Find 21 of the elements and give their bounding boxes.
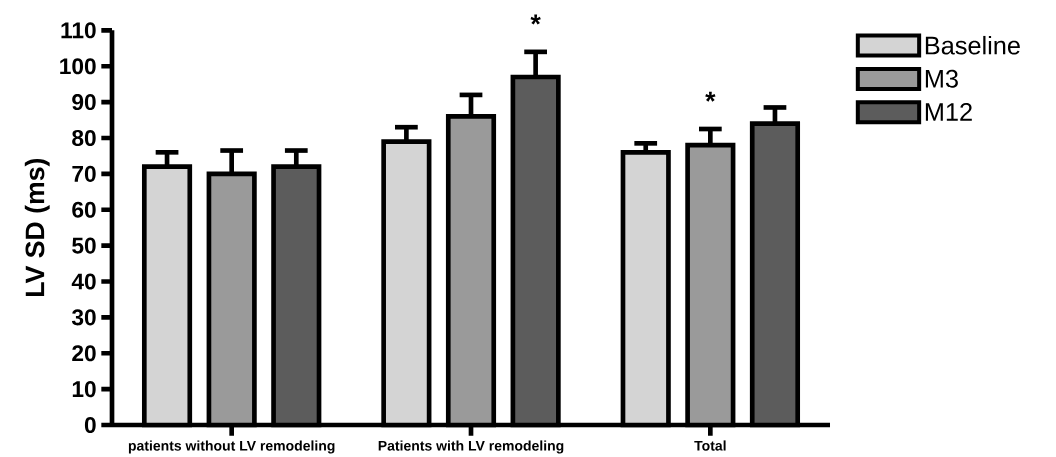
legend-label: M3 (925, 69, 958, 88)
x-tick-label: Patients with LV remodeling (378, 440, 564, 454)
y-tick-label: 10 (72, 381, 96, 398)
x-tick-label: patients without LV remodeling (128, 440, 335, 454)
y-tick-label: 0 (84, 416, 96, 434)
y-tick-label: 90 (72, 94, 96, 111)
y-tick-label: 100 (60, 58, 96, 75)
y-tick-label: 110 (61, 22, 96, 39)
text: * (530, 14, 541, 25)
annotation: * (705, 91, 716, 102)
y-axis-title: LV SD (ms) (24, 158, 50, 297)
legend-label: Baseline (925, 35, 1020, 55)
y-tick-label: 80 (72, 129, 96, 146)
y-tick-label: 30 (71, 309, 96, 326)
legend-label: M12 (925, 102, 972, 121)
y-tick-label: 50 (72, 237, 96, 254)
y-tick-label: 40 (71, 273, 96, 290)
y-tick-label: 60 (72, 201, 96, 218)
y-tick-label: 70 (72, 165, 96, 182)
y-tick-label: 20 (72, 345, 96, 362)
x-tick-label: Total (694, 440, 726, 451)
